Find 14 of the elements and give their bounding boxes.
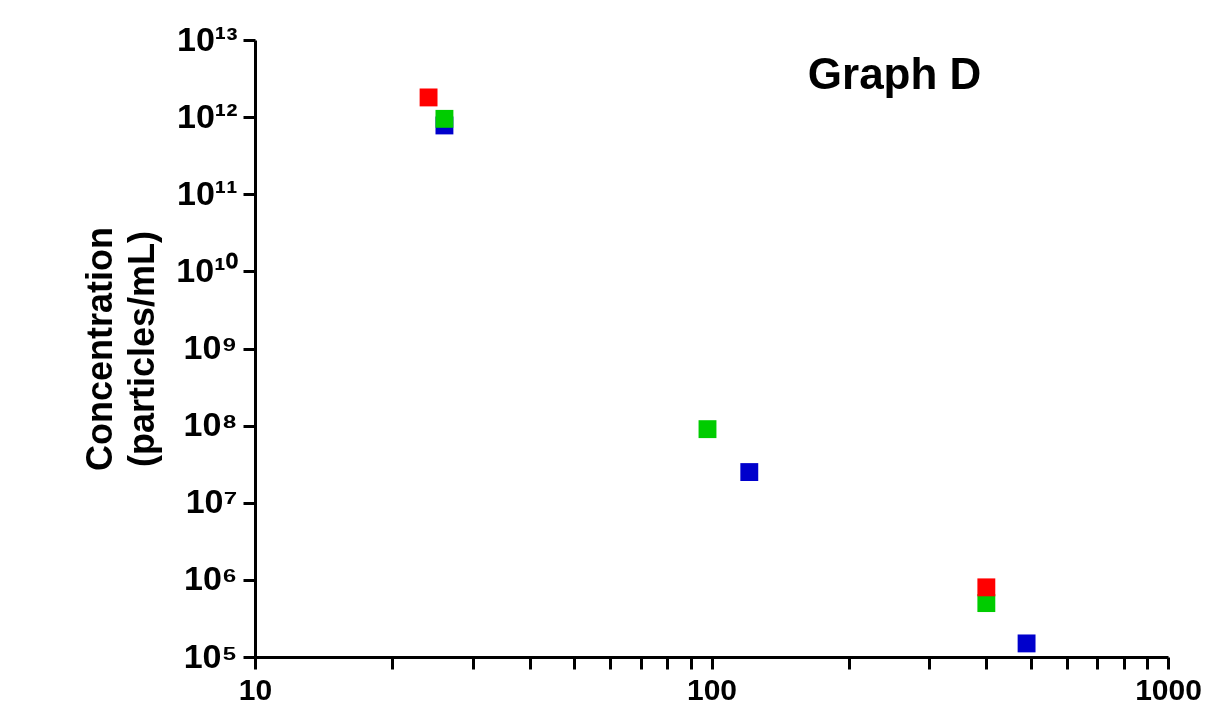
y-tick-label: 10⁸ [183, 405, 238, 444]
y-tick-label: 10⁹ [183, 328, 238, 366]
y-tick-label: 10¹⁰ [176, 250, 238, 289]
y-tick-label: 10¹³ [177, 19, 238, 58]
y-tick-label: 10⁷ [185, 482, 238, 521]
x-tick-label: 1000 [1135, 672, 1202, 706]
y-tick-label: 10⁶ [184, 559, 238, 598]
chart-title: Graph D [807, 49, 982, 98]
y-tick-label: 10¹² [177, 96, 238, 135]
y-axis-title: Concentration (particles/mL) [79, 226, 163, 472]
y-tick-label: 10¹¹ [177, 173, 238, 212]
x-tick-label: 10 [238, 672, 273, 706]
x-tick-label: 100 [686, 672, 738, 706]
y-tick-label: 10⁵ [183, 636, 238, 675]
